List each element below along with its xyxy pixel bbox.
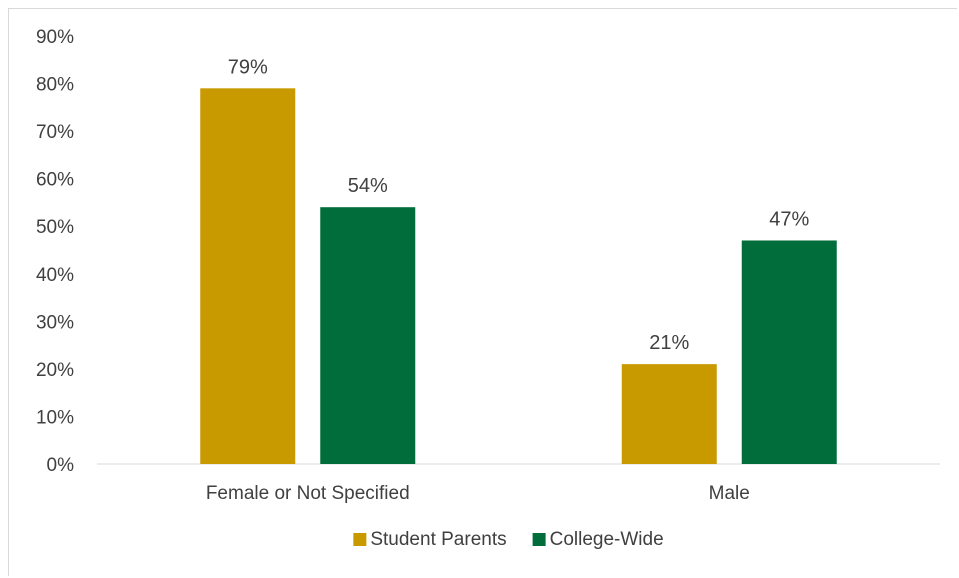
legend-swatch: [353, 533, 367, 546]
bar-college-wide-1: [741, 240, 837, 464]
y-tick-label: 80%: [36, 75, 74, 96]
category-label: Male: [709, 483, 750, 504]
legend-swatch: [532, 533, 546, 546]
legend: Student Parents College-Wide: [353, 529, 664, 550]
legend-label: College-Wide: [550, 529, 664, 550]
y-tick-label: 10%: [36, 407, 74, 428]
bar-data-label: 79%: [228, 56, 268, 78]
y-axis-ticks: 0% 10% 20% 30% 40% 50% 60% 70% 80% 90%: [36, 27, 74, 476]
y-tick-label: 0%: [47, 455, 75, 476]
bars-group: [200, 88, 837, 465]
category-label: Female or Not Specified: [206, 483, 410, 504]
category-labels: Female or Not Specified Male: [206, 483, 750, 504]
y-tick-label: 60%: [36, 170, 74, 191]
legend-label: Student Parents: [370, 529, 506, 550]
bar-data-label: 54%: [348, 175, 388, 197]
y-tick-label: 70%: [36, 122, 74, 143]
y-tick-label: 40%: [36, 265, 74, 286]
y-tick-label: 20%: [36, 360, 74, 381]
bar-student-parents-1: [621, 364, 717, 464]
bar-data-label: 47%: [769, 208, 809, 230]
y-tick-label: 90%: [36, 27, 74, 48]
bar-data-label: 21%: [649, 332, 689, 354]
y-tick-label: 50%: [36, 217, 74, 238]
bar-student-parents-0: [200, 88, 296, 465]
bar-labels-group: 79% 54% 21% 47%: [228, 56, 810, 354]
bar-college-wide-0: [320, 207, 416, 464]
y-tick-label: 30%: [36, 312, 74, 333]
chart-frame: [8, 8, 957, 576]
